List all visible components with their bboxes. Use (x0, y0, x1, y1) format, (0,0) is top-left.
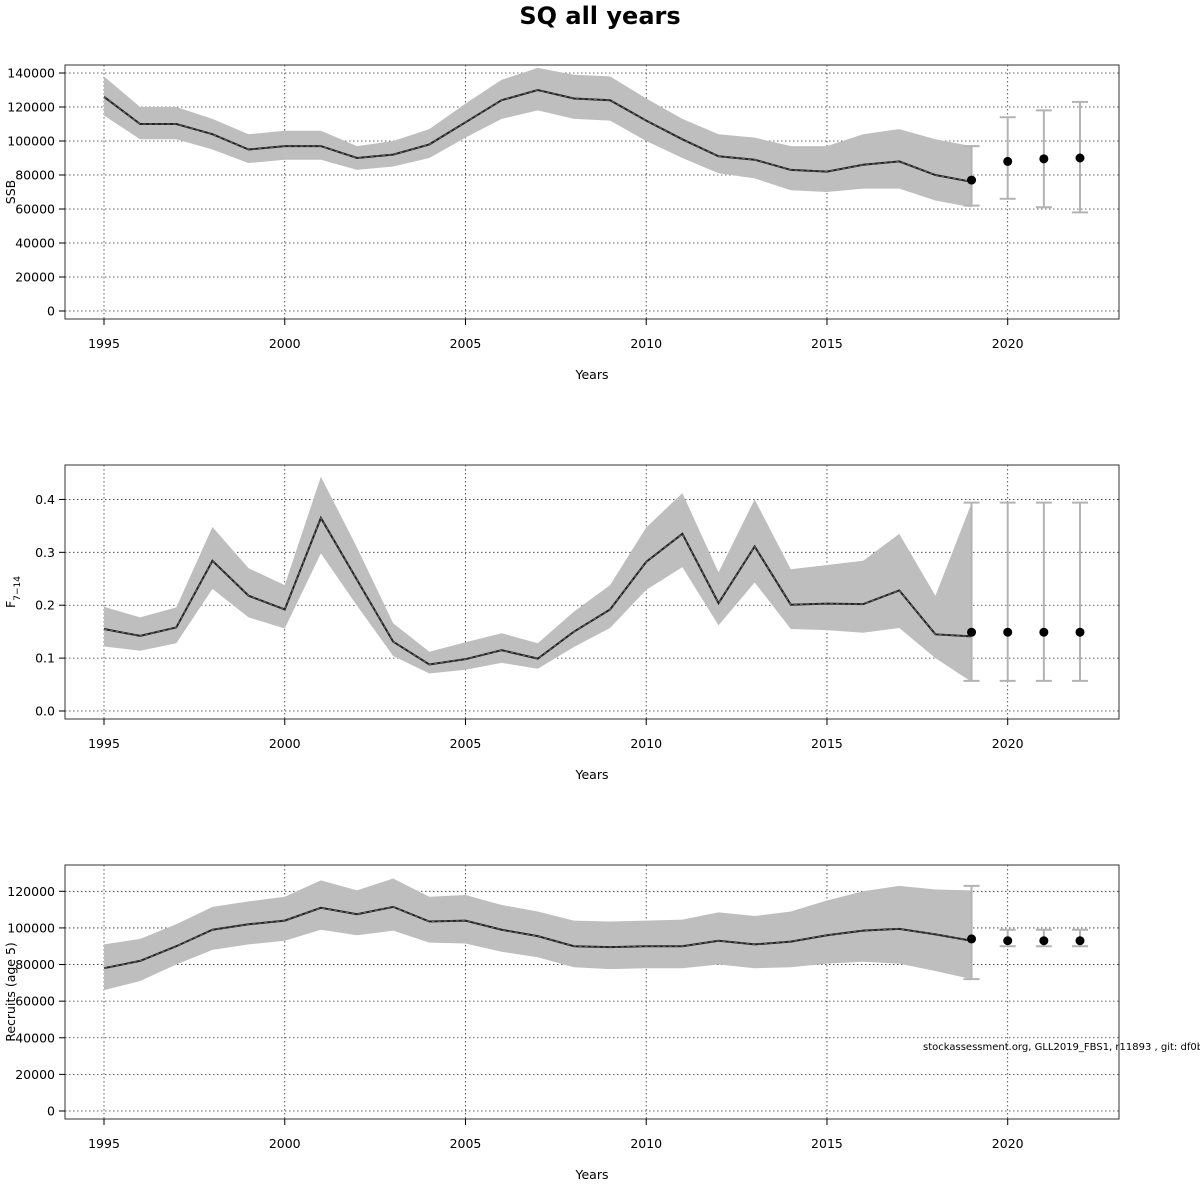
y-tick-label: 0.1 (35, 651, 55, 666)
x-tick-label: 2005 (450, 336, 482, 351)
forecast-point (1039, 627, 1049, 637)
x-tick-label: 2005 (450, 736, 482, 751)
y-tick-label: 120000 (7, 100, 55, 115)
forecast-point (967, 934, 977, 944)
x-tick-label: 1995 (88, 1136, 120, 1151)
y-tick-label: 100000 (7, 134, 55, 149)
confidence-band (104, 476, 972, 682)
x-tick-label: 2000 (269, 1136, 301, 1151)
plot-frame (64, 464, 1120, 720)
y-tick-label: 140000 (7, 66, 55, 81)
x-axis-label: Years (575, 1167, 609, 1182)
x-tick-label: 2005 (450, 1136, 482, 1151)
y-tick-label: 40000 (15, 236, 55, 251)
x-tick-label: 2015 (811, 1136, 843, 1151)
x-axis-label: Years (575, 367, 609, 382)
y-tick-label: 0.4 (35, 492, 55, 507)
x-tick-label: 2000 (269, 736, 301, 751)
confidence-band (104, 878, 972, 991)
y-tick-label: 80000 (15, 168, 55, 183)
y-tick-label: 60000 (15, 202, 55, 217)
figure-title: SQ all years (519, 2, 680, 30)
forecast-point (967, 627, 977, 637)
y-tick-label: 0.2 (35, 598, 55, 613)
y-axis-label: SSB (3, 180, 18, 204)
x-tick-label: 2010 (630, 736, 662, 751)
x-tick-label: 2020 (992, 736, 1024, 751)
estimate-line-dashes (103, 906, 972, 969)
x-tick-label: 2015 (811, 336, 843, 351)
y-tick-label: 120000 (7, 884, 55, 899)
forecast-point (1075, 153, 1085, 163)
y-tick-label: 0 (47, 304, 55, 319)
panel-3: 0 20000 40000 60000 80000 100000 120000 1995 200… (3, 864, 1120, 1182)
y-axis-label: Recruits (age 5) (3, 942, 18, 1042)
y-axis-label: F7−14 (3, 576, 23, 608)
forecast-point (1075, 936, 1085, 946)
x-tick-label: 2010 (630, 1136, 662, 1151)
y-tick-label: 80000 (15, 957, 55, 972)
y-tick-label: 20000 (15, 270, 55, 285)
x-tick-label: 2015 (811, 736, 843, 751)
forecast-point (1003, 156, 1013, 166)
forecast-point (1003, 936, 1013, 946)
plot-frame (64, 864, 1120, 1120)
y-tick-label: 100000 (7, 920, 55, 935)
forecast-point (1039, 154, 1049, 164)
x-tick-label: 1995 (88, 336, 120, 351)
y-tick-label: 0 (47, 1104, 55, 1119)
panels: 0200004000060000800001000001200001400001… (3, 64, 1120, 1182)
panel-1: 0 20000 40000 60000 80000 100000 120000 140000 1… (3, 64, 1120, 382)
y-tick-label: 40000 (15, 1030, 55, 1045)
plot-frame (64, 64, 1120, 320)
x-tick-label: 1995 (88, 736, 120, 751)
estimate-line-dashes (103, 89, 972, 183)
y-axis-label-subscript: 7−14 (13, 576, 23, 601)
x-tick-label: 2020 (992, 336, 1024, 351)
y-tick-label: 20000 (15, 1067, 55, 1082)
x-tick-label: 2020 (992, 1136, 1024, 1151)
x-axis-label: Years (575, 767, 609, 782)
x-tick-label: 2000 (269, 336, 301, 351)
y-tick-label: 60000 (15, 994, 55, 1009)
estimate-line-dashes (103, 517, 972, 665)
y-tick-label: 0.0 (35, 704, 55, 719)
forecast-point (1075, 627, 1085, 637)
footnote: stockassessment.org, GLL2019_FBS1, r1189… (923, 1042, 1200, 1053)
forecast-point (1039, 936, 1049, 946)
panel-2: 0.0 0.1 0.2 0.3 0.4 1995 2000 2005 2010 2015 2020 Y… (3, 464, 1120, 782)
confidence-band (104, 67, 972, 208)
x-tick-label: 2010 (630, 336, 662, 351)
y-tick-label: 0.3 (35, 545, 55, 560)
forecast-point (1003, 627, 1013, 637)
forecast-point (967, 175, 977, 185)
